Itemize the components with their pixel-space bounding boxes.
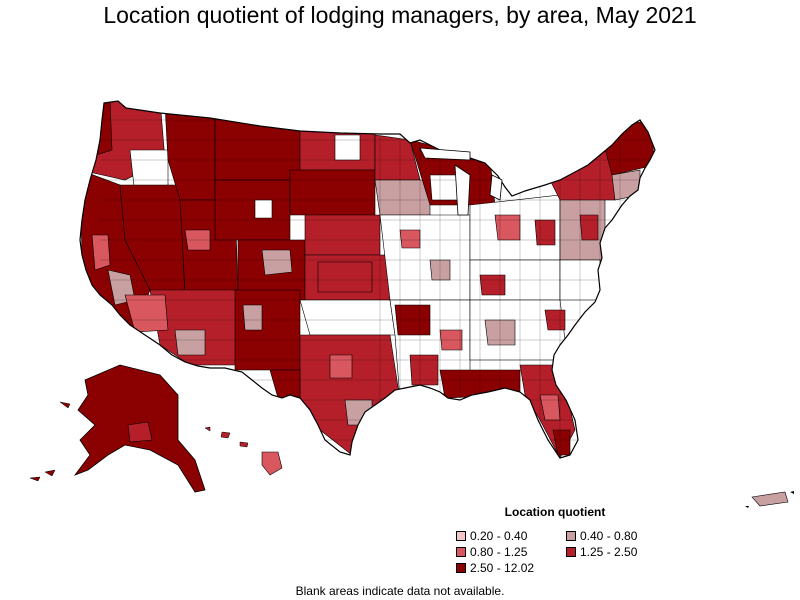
hawaii-region: [204, 426, 283, 476]
lake-michigan: [454, 164, 471, 216]
legend-swatch-q2: [566, 531, 576, 541]
map-legend: Location quotient 0.20 - 0.40 0.40 - 0.8…: [440, 505, 670, 575]
legend-item-q1: 0.20 - 0.40: [456, 529, 566, 543]
alaska-region: [29, 364, 206, 493]
legend-swatch-q3: [456, 547, 466, 557]
legend-title: Location quotient: [504, 505, 606, 519]
lake-superior: [419, 147, 471, 161]
lake-huron: [489, 174, 503, 201]
legend-item-q4: 1.25 - 2.50: [566, 545, 676, 559]
legend-label-q5: 2.50 - 12.02: [470, 561, 535, 575]
map-title: Location quotient of lodging managers, b…: [103, 2, 697, 28]
puerto-rico-region: [751, 491, 789, 507]
legend-label-q1: 0.20 - 0.40: [470, 529, 528, 543]
footnote: Blank areas indicate data not available.: [295, 584, 505, 598]
legend-swatch-q1: [456, 531, 466, 541]
legend-swatch-q5: [456, 563, 466, 573]
legend-label-q3: 0.80 - 1.25: [470, 545, 528, 559]
legend-items: 0.20 - 0.40 0.40 - 0.80 0.80 - 1.25 1.25…: [440, 529, 670, 575]
legend-item-q3: 0.80 - 1.25: [456, 545, 566, 559]
legend-swatch-q4: [566, 547, 576, 557]
legend-label-q4: 1.25 - 2.50: [580, 545, 638, 559]
legend-item-q2: 0.40 - 0.80: [566, 529, 676, 543]
legend-item-q5: 2.50 - 12.02: [456, 561, 566, 575]
legend-label-q2: 0.40 - 0.80: [580, 529, 638, 543]
